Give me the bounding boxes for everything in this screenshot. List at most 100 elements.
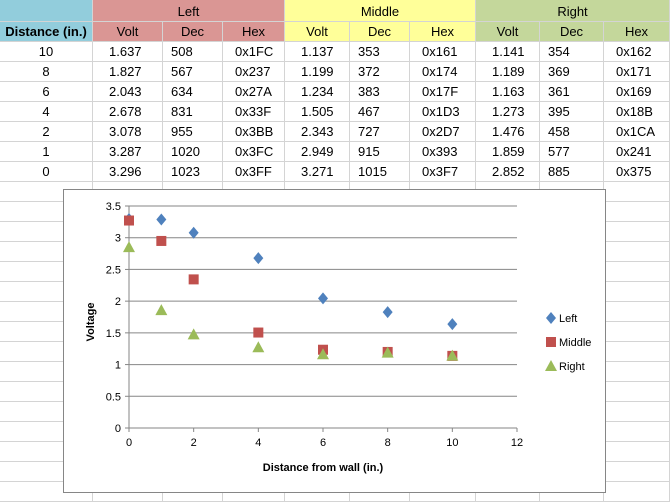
middle-volt-cell[interactable]: 1.137 <box>285 42 350 62</box>
distance-cell[interactable]: 6 <box>0 82 93 102</box>
middle-volt-cell[interactable]: 2.949 <box>285 142 350 162</box>
left-dec-cell[interactable]: 567 <box>163 62 223 82</box>
left-hex-cell[interactable]: 0x3FC <box>223 142 285 162</box>
left-dec-cell[interactable]: 1020 <box>163 142 223 162</box>
distance-cell[interactable]: 4 <box>0 102 93 122</box>
left-data-point[interactable] <box>253 252 264 265</box>
right-volt-cell[interactable]: 1.273 <box>476 102 540 122</box>
middle-volt-cell[interactable]: 1.199 <box>285 62 350 82</box>
middle-volt-cell[interactable]: 3.271 <box>285 162 350 182</box>
group-header-left[interactable]: Left <box>93 0 285 22</box>
middle-dec-header[interactable]: Dec <box>350 22 410 42</box>
empty-cell[interactable] <box>604 302 670 322</box>
left-volt-header[interactable]: Volt <box>93 22 163 42</box>
left-data-point[interactable] <box>382 306 393 319</box>
right-hex-cell[interactable]: 0x171 <box>604 62 670 82</box>
middle-data-point[interactable] <box>124 215 134 226</box>
left-volt-cell[interactable]: 3.287 <box>93 142 163 162</box>
middle-data-point[interactable] <box>253 327 264 338</box>
middle-hex-cell[interactable]: 0x161 <box>410 42 476 62</box>
middle-volt-cell[interactable]: 2.343 <box>285 122 350 142</box>
right-volt-cell[interactable]: 1.476 <box>476 122 540 142</box>
left-dec-cell[interactable]: 1023 <box>163 162 223 182</box>
empty-cell[interactable] <box>604 242 670 262</box>
right-data-point[interactable] <box>317 348 329 360</box>
left-volt-cell[interactable]: 2.043 <box>93 82 163 102</box>
empty-cell[interactable] <box>604 182 670 202</box>
right-hex-cell[interactable]: 0x1CA <box>604 122 670 142</box>
left-data-point[interactable] <box>156 213 167 226</box>
middle-data-point[interactable] <box>188 274 199 285</box>
left-volt-cell[interactable]: 1.637 <box>93 42 163 62</box>
left-volt-cell[interactable]: 3.078 <box>93 122 163 142</box>
middle-dec-cell[interactable]: 1015 <box>350 162 410 182</box>
left-dec-cell[interactable]: 508 <box>163 42 223 62</box>
distance-cell[interactable]: 2 <box>0 122 93 142</box>
right-hex-cell[interactable]: 0x162 <box>604 42 670 62</box>
right-volt-cell[interactable]: 1.859 <box>476 142 540 162</box>
legend[interactable]: Left Middle Right <box>545 312 591 373</box>
right-volt-cell[interactable]: 2.852 <box>476 162 540 182</box>
right-data-point[interactable] <box>252 341 265 353</box>
empty-cell[interactable] <box>604 442 670 462</box>
right-data-point[interactable] <box>187 328 200 340</box>
middle-dec-cell[interactable]: 727 <box>350 122 410 142</box>
distance-cell[interactable]: 1 <box>0 142 93 162</box>
right-hex-cell[interactable]: 0x18B <box>604 102 670 122</box>
left-hex-header[interactable]: Hex <box>223 22 285 42</box>
middle-legend-marker[interactable] <box>546 337 556 347</box>
right-volt-cell[interactable]: 1.141 <box>476 42 540 62</box>
group-header-right[interactable]: Right <box>476 0 670 22</box>
left-volt-cell[interactable]: 1.827 <box>93 62 163 82</box>
left-data-point[interactable] <box>188 226 199 239</box>
right-dec-cell[interactable]: 395 <box>540 102 604 122</box>
middle-hex-header[interactable]: Hex <box>410 22 476 42</box>
left-hex-cell[interactable]: 0x33F <box>223 102 285 122</box>
middle-dec-cell[interactable]: 467 <box>350 102 410 122</box>
empty-cell[interactable] <box>604 422 670 442</box>
right-dec-cell[interactable]: 458 <box>540 122 604 142</box>
left-data-point[interactable] <box>318 292 328 305</box>
empty-cell[interactable] <box>604 482 670 502</box>
middle-hex-cell[interactable]: 0x2D7 <box>410 122 476 142</box>
middle-hex-cell[interactable]: 0x393 <box>410 142 476 162</box>
middle-dec-cell[interactable]: 372 <box>350 62 410 82</box>
empty-cell[interactable] <box>604 462 670 482</box>
right-dec-cell[interactable]: 354 <box>540 42 604 62</box>
right-hex-cell[interactable]: 0x375 <box>604 162 670 182</box>
middle-volt-cell[interactable]: 1.234 <box>285 82 350 102</box>
middle-hex-cell[interactable]: 0x174 <box>410 62 476 82</box>
empty-cell[interactable] <box>604 322 670 342</box>
right-volt-cell[interactable]: 1.189 <box>476 62 540 82</box>
middle-dec-cell[interactable]: 915 <box>350 142 410 162</box>
right-data-point[interactable] <box>381 346 394 358</box>
left-dec-cell[interactable]: 955 <box>163 122 223 142</box>
empty-cell[interactable] <box>604 402 670 422</box>
right-data-point[interactable] <box>446 349 459 361</box>
left-dec-header[interactable]: Dec <box>163 22 223 42</box>
group-header-middle[interactable]: Middle <box>285 0 476 22</box>
right-volt-cell[interactable]: 1.163 <box>476 82 540 102</box>
empty-cell[interactable] <box>604 382 670 402</box>
empty-cell[interactable] <box>604 342 670 362</box>
right-hex-cell[interactable]: 0x241 <box>604 142 670 162</box>
left-legend-marker[interactable] <box>546 312 556 324</box>
empty-cell[interactable] <box>604 222 670 242</box>
right-data-point[interactable] <box>123 241 135 253</box>
middle-hex-cell[interactable]: 0x3F7 <box>410 162 476 182</box>
distance-header[interactable]: Distance (in.) <box>0 22 93 42</box>
left-volt-cell[interactable]: 3.296 <box>93 162 163 182</box>
right-hex-cell[interactable]: 0x169 <box>604 82 670 102</box>
left-dec-cell[interactable]: 634 <box>163 82 223 102</box>
empty-cell[interactable] <box>604 202 670 222</box>
distance-cell[interactable]: 8 <box>0 62 93 82</box>
right-legend-marker[interactable] <box>545 360 557 371</box>
right-dec-cell[interactable]: 361 <box>540 82 604 102</box>
right-dec-cell[interactable]: 369 <box>540 62 604 82</box>
middle-hex-cell[interactable]: 0x17F <box>410 82 476 102</box>
left-hex-cell[interactable]: 0x3FF <box>223 162 285 182</box>
scatter-chart[interactable]: 0 0.5 1 1.5 2 2.5 3 3.5 0 2 4 6 8 10 12 Left Middle Rig… <box>63 189 606 493</box>
middle-dec-cell[interactable]: 353 <box>350 42 410 62</box>
middle-dec-cell[interactable]: 383 <box>350 82 410 102</box>
left-hex-cell[interactable]: 0x237 <box>223 62 285 82</box>
